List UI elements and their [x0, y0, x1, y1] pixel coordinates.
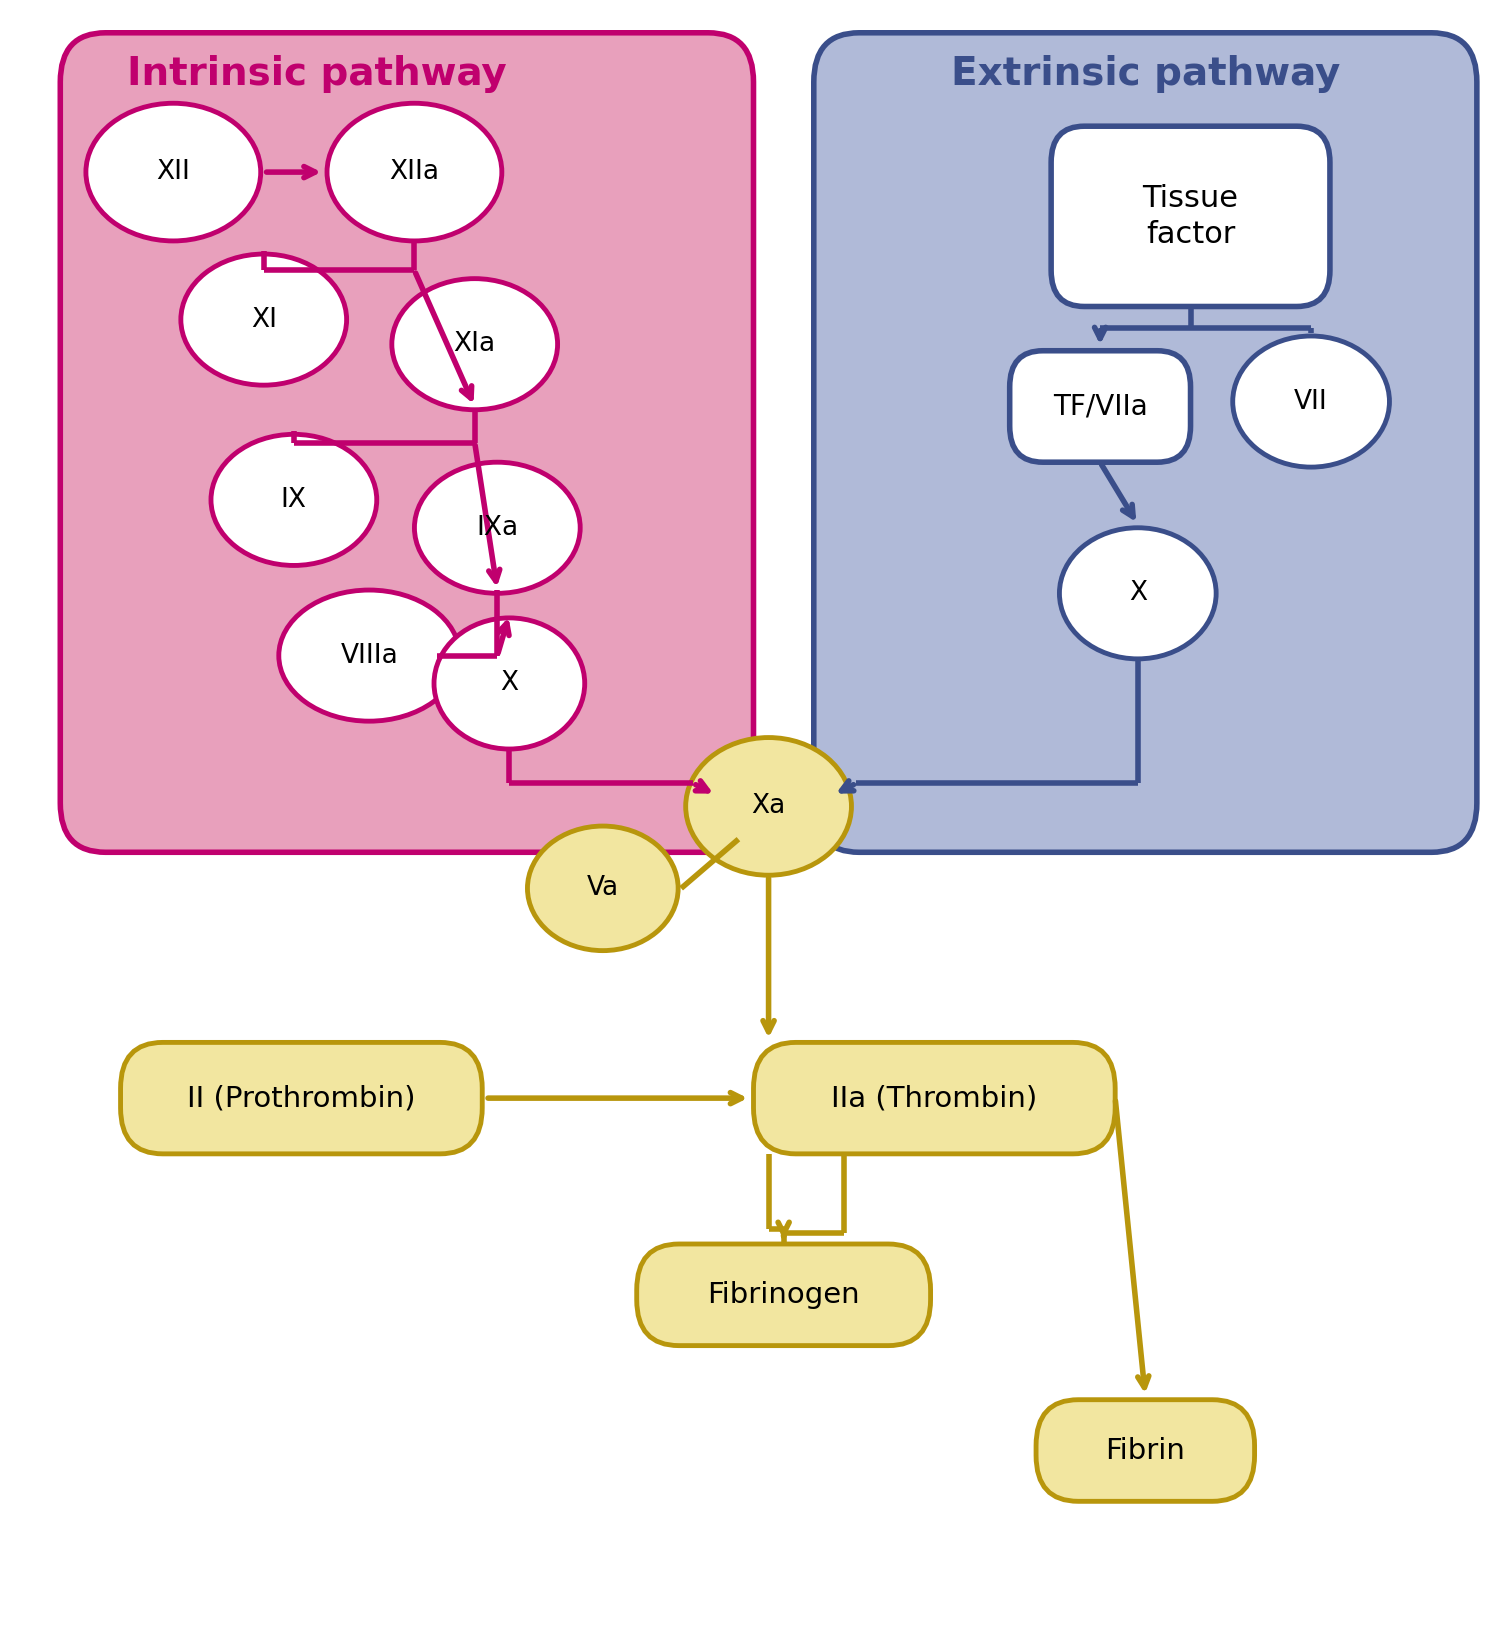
Ellipse shape	[86, 103, 261, 241]
Text: IX: IX	[280, 487, 307, 513]
Ellipse shape	[392, 279, 558, 410]
Text: XI: XI	[250, 306, 277, 333]
Ellipse shape	[1233, 336, 1389, 467]
Text: TF/VIIa: TF/VIIa	[1053, 392, 1147, 421]
Text: XIIa: XIIa	[389, 159, 440, 185]
Ellipse shape	[181, 254, 347, 385]
Text: XII: XII	[157, 159, 190, 185]
Text: IIa (Thrombin): IIa (Thrombin)	[832, 1083, 1037, 1113]
Text: VIIIa: VIIIa	[341, 642, 398, 669]
Text: VII: VII	[1295, 388, 1328, 415]
Text: Intrinsic pathway: Intrinsic pathway	[127, 54, 506, 93]
Text: IXa: IXa	[476, 515, 518, 541]
Ellipse shape	[211, 434, 377, 565]
FancyBboxPatch shape	[1037, 1400, 1254, 1501]
FancyBboxPatch shape	[1010, 351, 1191, 462]
Text: Xa: Xa	[752, 793, 785, 820]
Text: X: X	[1129, 580, 1147, 606]
FancyBboxPatch shape	[60, 33, 754, 852]
Text: Va: Va	[586, 875, 619, 901]
Text: Fibrinogen: Fibrinogen	[707, 1280, 860, 1310]
FancyBboxPatch shape	[636, 1244, 930, 1346]
Text: Tissue
factor: Tissue factor	[1142, 184, 1239, 249]
Ellipse shape	[527, 826, 678, 951]
Text: X: X	[500, 670, 518, 697]
Ellipse shape	[1059, 528, 1216, 659]
Ellipse shape	[434, 618, 585, 749]
FancyBboxPatch shape	[121, 1042, 482, 1154]
Text: II (Prothrombin): II (Prothrombin)	[187, 1083, 416, 1113]
Text: Extrinsic pathway: Extrinsic pathway	[951, 54, 1340, 93]
FancyBboxPatch shape	[814, 33, 1477, 852]
Ellipse shape	[279, 590, 460, 721]
Ellipse shape	[414, 462, 580, 593]
Ellipse shape	[686, 738, 851, 875]
Text: Fibrin: Fibrin	[1105, 1436, 1186, 1465]
Ellipse shape	[327, 103, 502, 241]
FancyBboxPatch shape	[1052, 126, 1329, 306]
Text: XIa: XIa	[454, 331, 496, 357]
FancyBboxPatch shape	[754, 1042, 1115, 1154]
